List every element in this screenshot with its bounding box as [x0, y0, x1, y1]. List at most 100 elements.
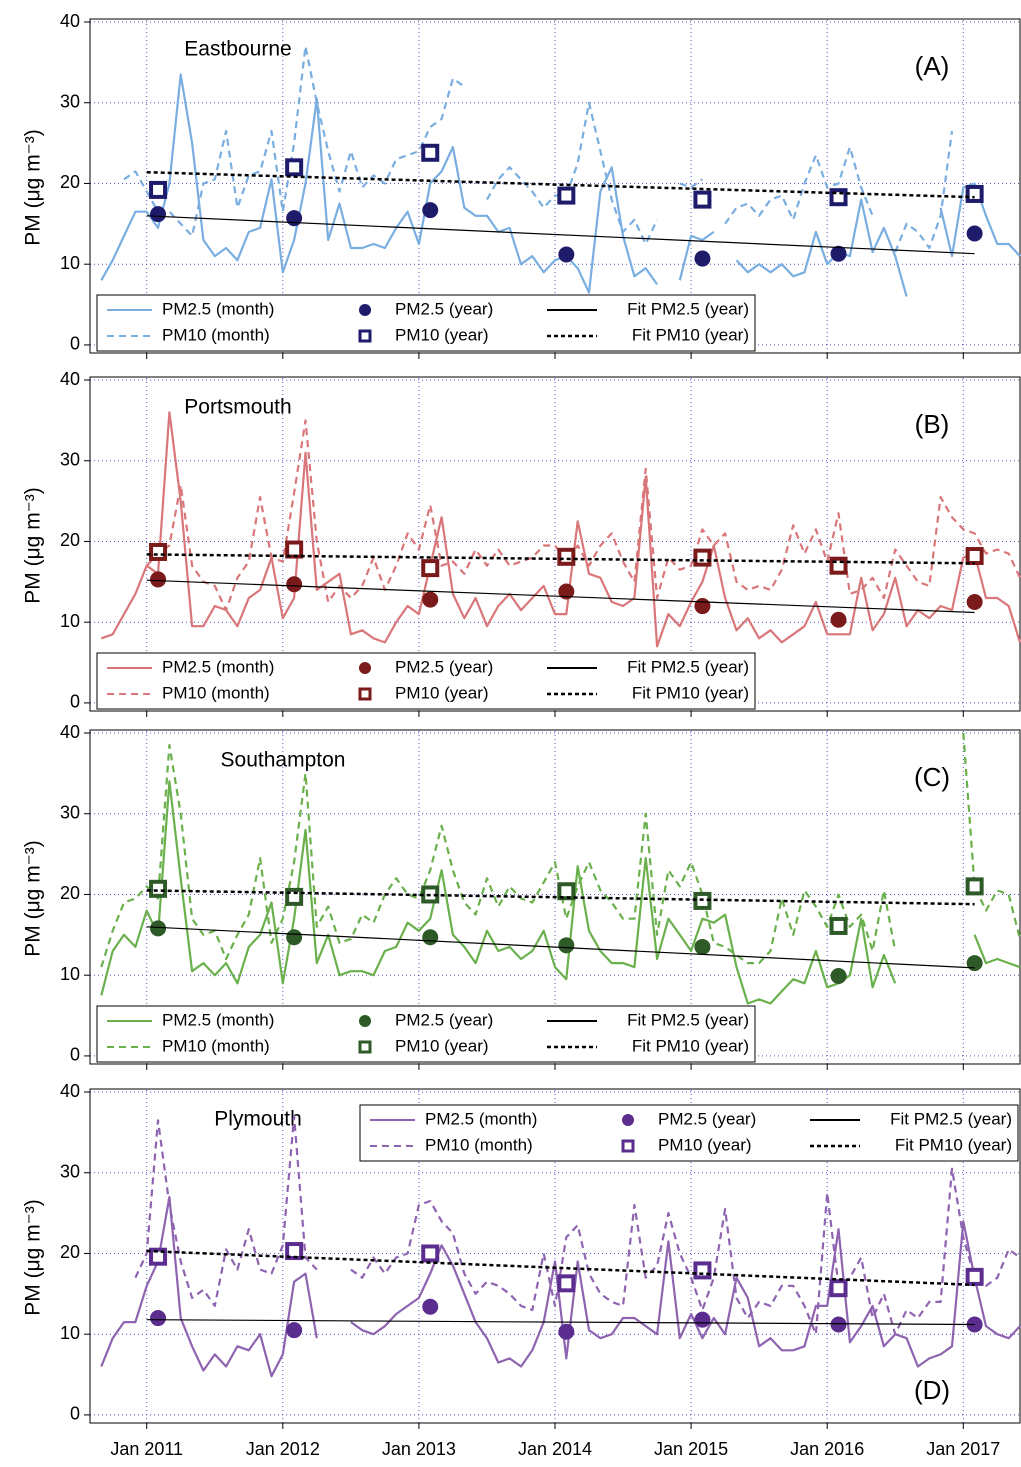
y-tick-label: 40: [60, 369, 80, 389]
year-marker: [966, 1316, 983, 1333]
x-tick-label: Jan 2012: [246, 1439, 320, 1459]
month-line: [100, 73, 1021, 297]
year-marker: [421, 559, 440, 578]
panel-label: (D): [914, 1375, 950, 1405]
year-marker: [694, 250, 711, 267]
y-tick-label: 10: [60, 964, 80, 984]
panel-title: Portsmouth: [184, 396, 291, 419]
fit-line: [146, 215, 975, 255]
year-marker: [150, 920, 167, 937]
x-tick-label: Jan 2014: [518, 1439, 592, 1459]
month-line: [100, 780, 1021, 1005]
year-marker: [421, 143, 440, 162]
month-line: [100, 411, 1021, 648]
y-tick-label: 10: [60, 253, 80, 273]
year-marker: [829, 1279, 848, 1298]
legend-label: Fit PM10 (year): [632, 325, 749, 344]
panel-title: Southampton: [221, 749, 346, 772]
year-marker: [966, 594, 983, 611]
year-marker: [693, 548, 712, 567]
month-line: [123, 45, 954, 253]
y-tick-label: 40: [60, 1081, 80, 1101]
y-tick-label: 20: [60, 1242, 80, 1262]
panel: 0 10 20 30 40 PM (μg m⁻³) Southampton (C) PM2.5 …: [22, 722, 1021, 1070]
fit-line: [146, 553, 975, 565]
year-marker: [557, 1274, 576, 1293]
legend-label: PM10 (month): [425, 1135, 533, 1154]
legend-label: Fit PM10 (year): [895, 1135, 1012, 1154]
y-axis-label: PM (μg m⁻³): [22, 129, 45, 246]
legend-marker: [358, 687, 372, 701]
legend-box: [96, 1005, 756, 1063]
year-marker: [966, 955, 983, 972]
legend-label: PM10 (year): [658, 1135, 752, 1154]
year-marker: [693, 190, 712, 209]
x-tick-label: Jan 2016: [790, 1439, 864, 1459]
year-marker: [830, 245, 847, 262]
year-marker: [285, 540, 304, 559]
x-tick-label: Jan 2017: [926, 1439, 1000, 1459]
y-tick-label: 30: [60, 449, 80, 469]
y-axis-label: PM (μg m⁻³): [22, 1199, 45, 1316]
month-line: [145, 419, 1021, 612]
year-marker: [422, 929, 439, 946]
fit-line: [146, 1249, 975, 1287]
fit-line: [146, 579, 975, 614]
legend-label: PM10 (year): [395, 325, 489, 344]
legend-label: PM2.5 (year): [395, 299, 493, 318]
legend-box: [96, 294, 756, 352]
year-marker: [285, 158, 304, 177]
y-axis-label: PM (μg m⁻³): [22, 840, 45, 957]
legend-label: Fit PM10 (year): [632, 1036, 749, 1055]
y-tick-label: 0: [70, 334, 80, 354]
fit-line: [146, 926, 975, 969]
year-marker: [558, 1323, 575, 1340]
legend-box: [359, 1104, 1019, 1162]
legend-label: PM2.5 (month): [425, 1109, 537, 1128]
legend-label: Fit PM2.5 (year): [890, 1109, 1012, 1128]
legend-label: PM2.5 (year): [395, 1010, 493, 1029]
fit-line: [146, 170, 975, 199]
year-marker: [557, 547, 576, 566]
year-marker: [422, 202, 439, 219]
year-marker: [150, 206, 167, 223]
legend-marker: [359, 662, 371, 674]
panel-title: Eastbourne: [184, 38, 291, 61]
month-line: [100, 1195, 1021, 1378]
year-marker: [558, 937, 575, 954]
year-marker: [965, 1267, 984, 1286]
legend-label: PM2.5 (month): [162, 1010, 274, 1029]
legend-marker: [359, 1015, 371, 1027]
legend-label: PM10 (month): [162, 1036, 270, 1055]
legend-label: PM10 (month): [162, 683, 270, 702]
y-tick-label: 20: [60, 172, 80, 192]
y-tick-label: 20: [60, 530, 80, 550]
legend-label: Fit PM2.5 (year): [627, 299, 749, 318]
month-line: [100, 732, 1021, 968]
year-marker: [829, 916, 848, 935]
year-marker: [830, 968, 847, 985]
year-marker: [558, 583, 575, 600]
legend-label: PM10 (year): [395, 1036, 489, 1055]
plot-frame: [89, 376, 1021, 712]
y-tick-label: 20: [60, 883, 80, 903]
year-marker: [286, 1322, 303, 1339]
y-tick-label: 30: [60, 1161, 80, 1181]
year-marker: [286, 929, 303, 946]
year-marker: [966, 225, 983, 242]
legend-label: PM10 (month): [162, 325, 270, 344]
y-axis-label: PM (μg m⁻³): [22, 487, 45, 604]
year-marker: [557, 186, 576, 205]
year-marker: [830, 1316, 847, 1333]
legend-label: PM2.5 (year): [658, 1109, 756, 1128]
year-marker: [149, 879, 168, 898]
legend-label: PM2.5 (year): [395, 657, 493, 676]
year-marker: [421, 1244, 440, 1263]
panel: 0 10 20 30 40 PM (μg m⁻³) Eastbourne (A) PM2.5 (…: [22, 11, 1021, 359]
fit-line: [146, 889, 975, 906]
legend-label: PM2.5 (month): [162, 299, 274, 318]
year-marker: [965, 184, 984, 203]
year-marker: [149, 1247, 168, 1266]
legend-marker: [622, 1114, 634, 1126]
